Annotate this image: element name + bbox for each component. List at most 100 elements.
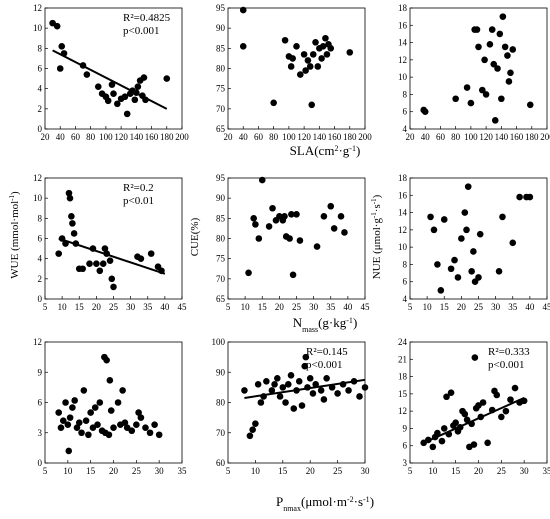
data-point <box>505 78 513 85</box>
data-point <box>467 99 475 107</box>
data-point <box>246 432 254 440</box>
scatter-panel-5: 5 10 15 20 25 30 35 40 45 65 70 75 80 85 90 95 <box>216 173 370 312</box>
data-point <box>473 26 481 33</box>
y-tick-label: 16 <box>398 190 408 200</box>
y-tick-label: 4 <box>403 124 408 134</box>
data-point <box>258 176 266 184</box>
x-tick-label: 120 <box>479 132 493 142</box>
y-tick-label: 80 <box>216 398 226 408</box>
y-tick-label: 60 <box>216 458 226 468</box>
x-tick-label: 10 <box>58 302 68 312</box>
x-tick-label: 30 <box>126 302 136 312</box>
data-point <box>79 62 87 69</box>
data-point <box>296 237 304 244</box>
data-point <box>274 375 281 382</box>
data-point <box>106 257 114 264</box>
x-tick-label: 30 <box>309 302 319 312</box>
x-tick-label: 5 <box>408 302 413 312</box>
data-point <box>123 110 131 118</box>
y-tick-label: 70 <box>216 274 226 284</box>
data-point <box>106 377 114 384</box>
x-tick-label: 160 <box>510 132 524 142</box>
data-point <box>151 421 158 428</box>
p-value-label: p<0.001 <box>306 359 342 371</box>
data-point <box>249 426 256 434</box>
data-point <box>108 275 116 283</box>
x-tick-label: 60 <box>254 132 264 142</box>
plot-frame <box>409 7 548 130</box>
data-point <box>463 226 470 234</box>
data-point <box>341 229 348 236</box>
data-point <box>526 193 534 201</box>
y-tick-label: 6 <box>403 441 408 451</box>
x-tick-label: 100 <box>282 132 296 142</box>
x-tick-label: 20 <box>406 132 416 142</box>
y-tick-label: 10 <box>398 242 408 252</box>
data-point <box>64 421 72 428</box>
data-point <box>276 393 284 400</box>
x-tick-label: 25 <box>292 302 302 312</box>
data-point <box>509 46 517 53</box>
x-tick-label: 15 <box>86 466 96 476</box>
data-point <box>308 101 316 109</box>
y-tick-label: 0 <box>38 458 43 468</box>
data-point <box>80 387 88 394</box>
data-point <box>252 420 259 427</box>
data-point <box>499 213 506 221</box>
data-point <box>461 410 469 418</box>
x-tick-label: 180 <box>343 132 357 142</box>
data-point <box>320 396 328 403</box>
y-tick-label: 90 <box>216 193 226 203</box>
data-point <box>322 34 329 42</box>
data-point <box>470 248 477 255</box>
data-point <box>440 216 448 223</box>
data-point <box>451 256 458 264</box>
r-squared-label: R²=0.145 <box>306 346 348 358</box>
data-point <box>494 65 501 72</box>
p-value-label: p<0.001 <box>488 359 524 371</box>
y-tick-label: 14 <box>398 38 408 48</box>
data-point <box>128 427 136 435</box>
data-point <box>313 243 321 250</box>
y-tick-label: 10 <box>33 193 43 203</box>
data-point <box>68 213 75 220</box>
p-value-label: p<0.01 <box>123 195 154 207</box>
data-point <box>434 261 441 268</box>
data-point <box>85 431 92 439</box>
data-point <box>301 362 309 370</box>
data-point <box>73 424 81 432</box>
data-point <box>94 83 102 90</box>
x-tick-label: 120 <box>297 132 311 142</box>
data-point <box>327 45 335 52</box>
y-tick-label: 3 <box>403 458 408 468</box>
data-point <box>293 387 300 394</box>
data-point <box>312 38 319 46</box>
y-tick-label: 2 <box>38 104 43 114</box>
data-point <box>79 265 86 273</box>
data-point <box>155 431 163 439</box>
data-point <box>282 399 289 406</box>
x-tick-label: 45 <box>178 302 188 312</box>
data-point <box>96 267 104 275</box>
y-tick-label: 10 <box>33 23 43 33</box>
data-point <box>488 26 496 33</box>
data-point <box>99 260 107 268</box>
data-point <box>509 239 517 247</box>
x-tick-label: 180 <box>160 132 174 142</box>
x-tick-label: 35 <box>543 466 550 476</box>
data-point <box>86 260 93 268</box>
data-point <box>289 271 297 279</box>
y-tick-label: 15 <box>398 389 408 399</box>
data-point <box>504 52 511 59</box>
x-tick-label: 20 <box>306 466 316 476</box>
data-point <box>239 6 247 14</box>
y-tick-label: 3 <box>38 428 43 438</box>
data-point <box>498 413 505 421</box>
y-tick-label: 4 <box>403 294 408 304</box>
data-point <box>339 381 347 388</box>
plot-frame <box>44 7 183 130</box>
data-point <box>476 230 484 238</box>
data-point <box>121 93 129 101</box>
y-tick-label: 18 <box>398 3 408 13</box>
